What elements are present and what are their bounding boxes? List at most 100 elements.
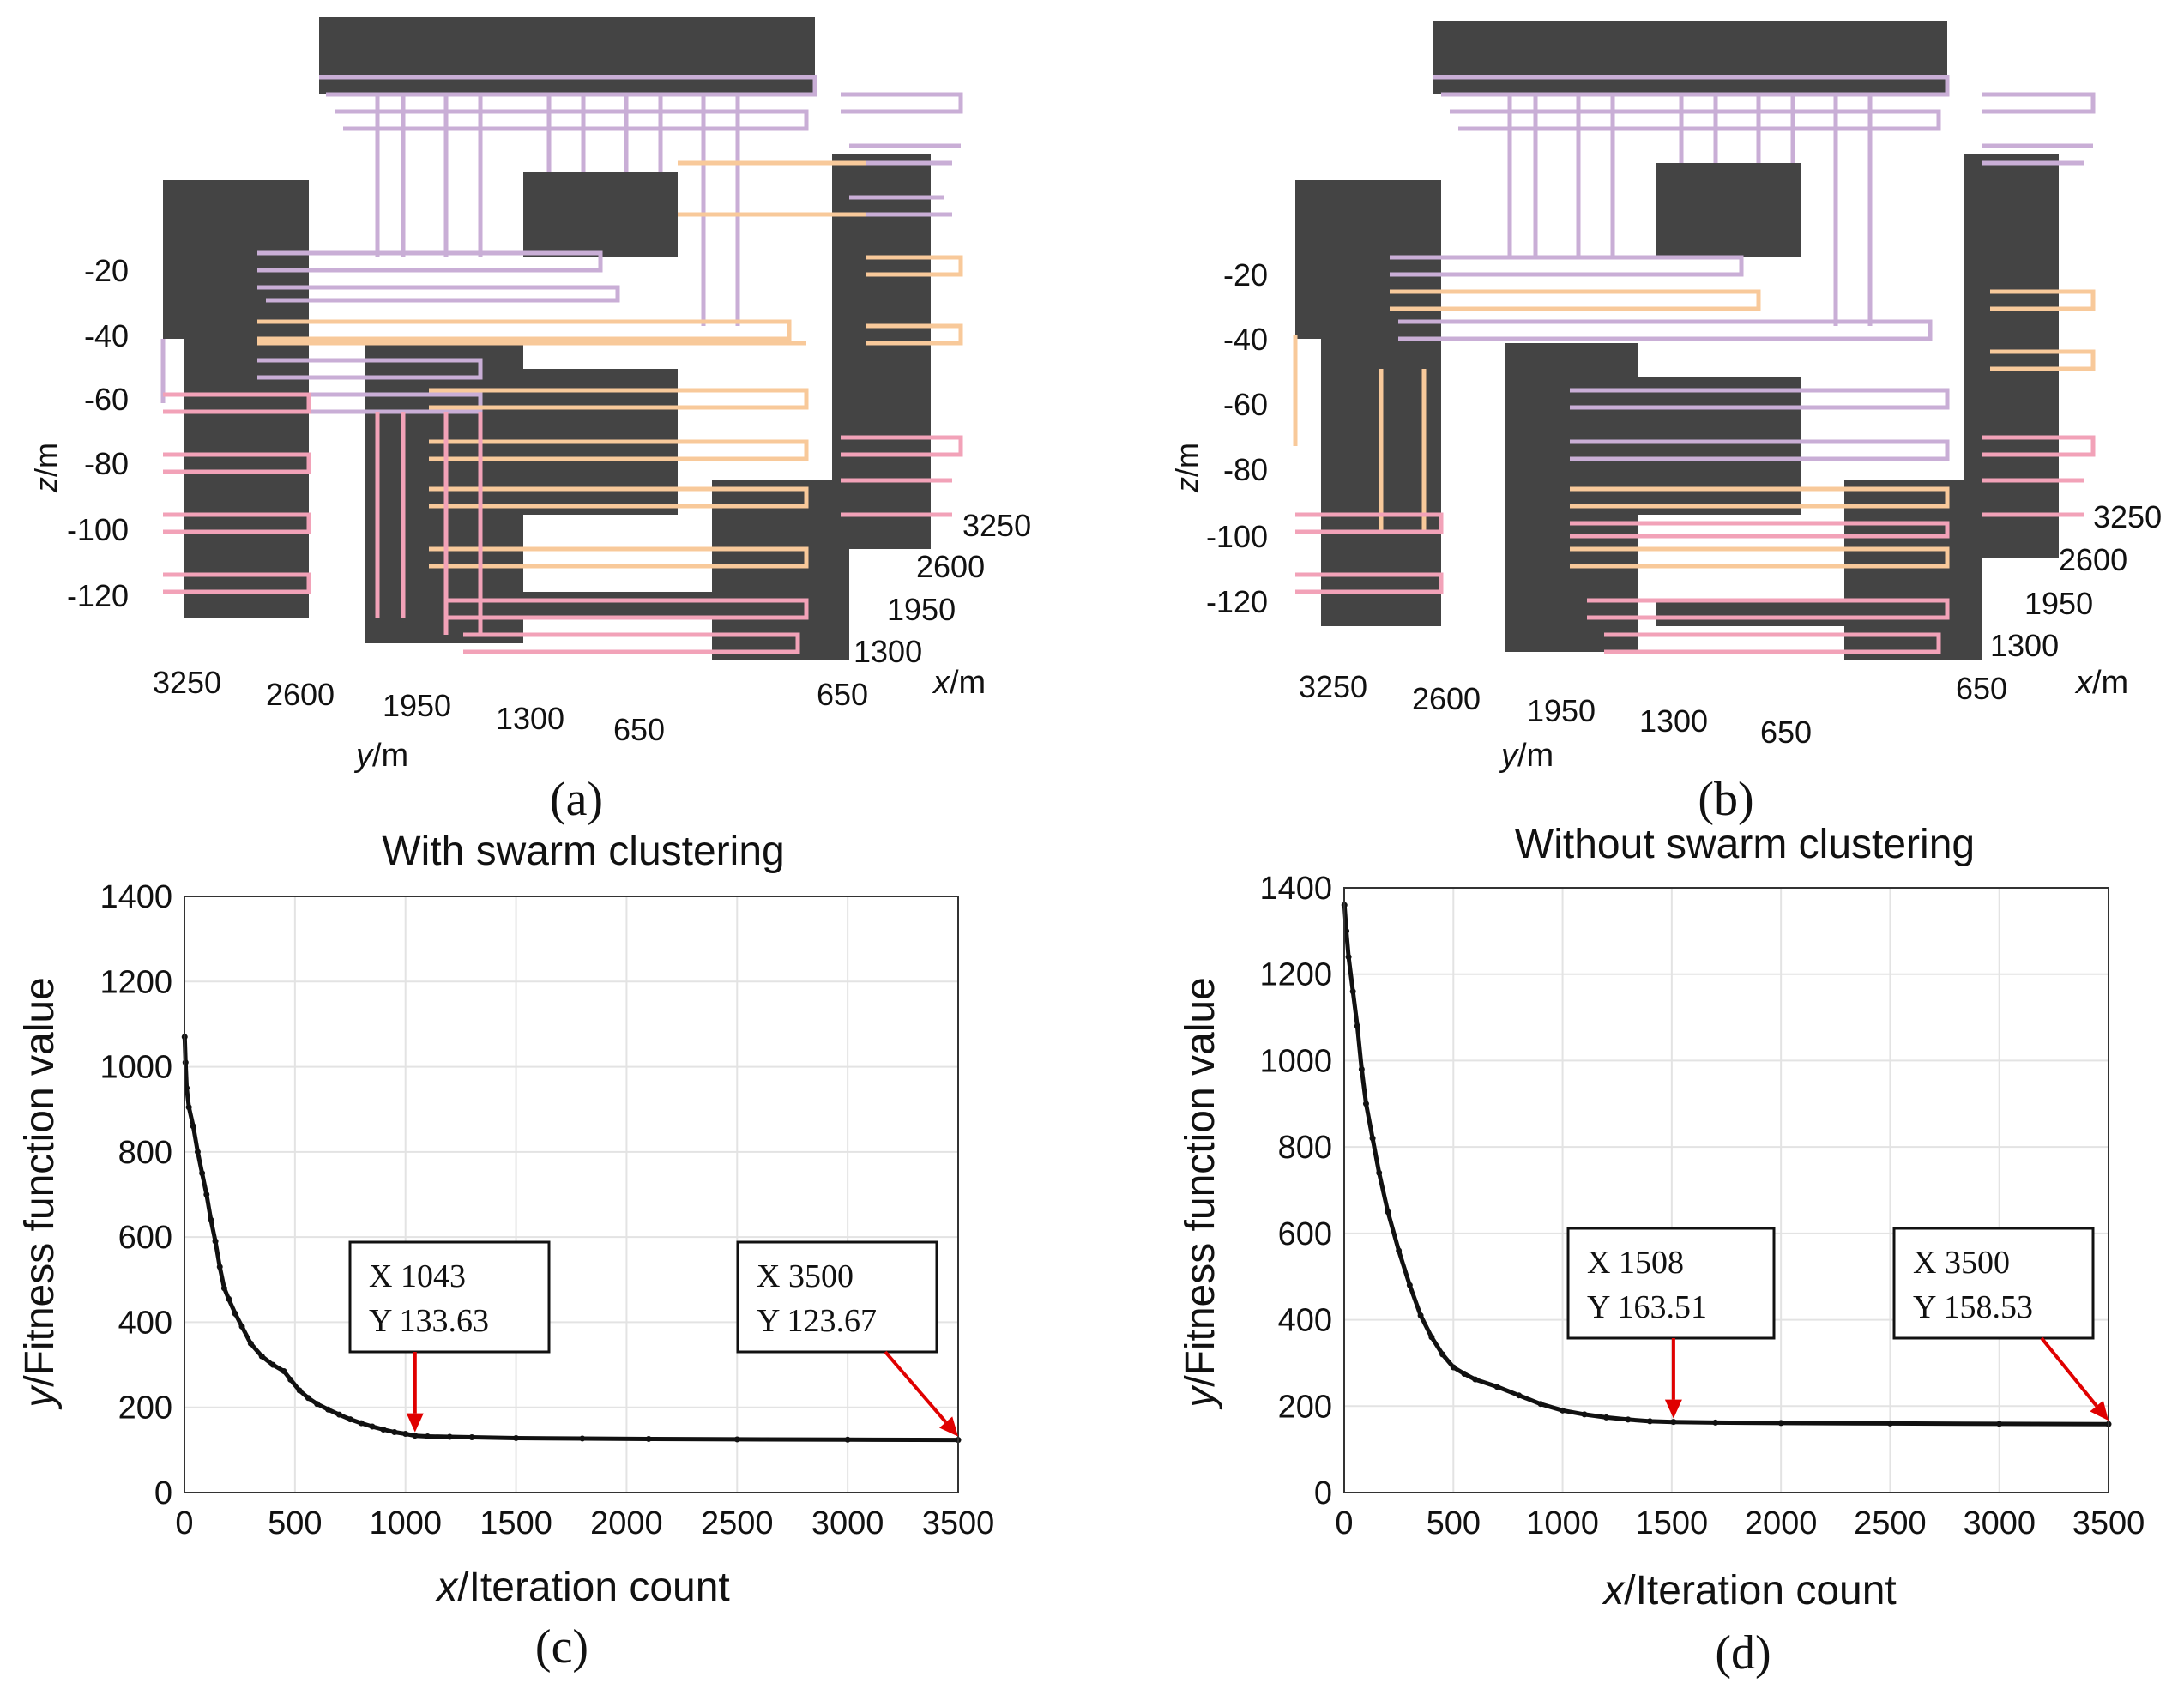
data-point — [1358, 1066, 1365, 1072]
panel-label-c: (c) — [535, 1620, 588, 1674]
data-point — [468, 1433, 475, 1440]
obstacle-block-left-lower — [184, 339, 309, 618]
data-point — [296, 1387, 303, 1394]
obstacle-block-center-left — [1505, 343, 1638, 652]
z-tick: -120 — [67, 578, 129, 613]
y-tick: 3250 — [153, 665, 221, 700]
data-point — [844, 1436, 851, 1443]
obstacle-block-left-tower — [163, 180, 309, 339]
data-point — [1450, 1364, 1457, 1371]
data-point — [208, 1216, 214, 1223]
y-tick-label: 1000 — [1259, 1043, 1332, 1079]
y-tick-label: 400 — [1278, 1303, 1332, 1339]
data-point — [1581, 1411, 1588, 1418]
chart-ticks: 0 500 1000 1500 2000 2500 3000 3500 0 200 400 600 80… — [100, 879, 994, 1541]
path-violet-upper — [1390, 75, 2096, 461]
path-violet-verticals — [160, 94, 740, 414]
data-point — [424, 1433, 431, 1439]
data-point — [1886, 1420, 1893, 1427]
z-axis-label: z/m — [1169, 443, 1204, 493]
chart-ylabel: y/Fitness function value — [17, 977, 63, 1410]
data-point — [1349, 988, 1356, 995]
data-point — [1406, 1282, 1413, 1288]
z-tick: -60 — [84, 382, 129, 417]
axis-x-ticks: 3250 2600 1950 1300 650 — [817, 508, 1031, 712]
axis-z-ticks: -20 -40 -60 -80 -100 -120 — [1206, 257, 1268, 619]
datatip-x: X 3500 — [757, 1258, 854, 1294]
x-tick-label: 2000 — [1745, 1505, 1818, 1541]
y-axis-label: y/m — [1499, 738, 1554, 774]
data-point — [1625, 1416, 1632, 1423]
data-point — [1646, 1418, 1653, 1425]
y-tick-label: 1000 — [100, 1050, 172, 1086]
z-tick: -100 — [1206, 519, 1268, 554]
z-tick: -20 — [84, 253, 129, 288]
y-tick: 1300 — [1639, 703, 1708, 739]
data-point — [185, 1104, 192, 1111]
datatip: X 3500 Y 158.53 — [1892, 1227, 2109, 1421]
chart-ylabel: y/Fitness function value — [1178, 977, 1223, 1410]
y-tick-label: 1200 — [100, 964, 172, 1000]
obstacle-block-front-right — [523, 592, 712, 618]
data-point — [412, 1433, 419, 1439]
data-point — [446, 1433, 453, 1440]
plot-frame — [184, 896, 959, 1493]
z-tick: -120 — [1206, 584, 1268, 619]
fitness-curve — [1342, 904, 2109, 1427]
data-point — [358, 1420, 365, 1427]
x-tick: 1300 — [854, 634, 922, 669]
datatip-box — [1892, 1227, 2095, 1340]
datatip-x: X 3500 — [1913, 1245, 2010, 1281]
y-tick-label: 600 — [118, 1220, 172, 1256]
data-point — [1472, 1376, 1479, 1383]
y-tick-label: 1200 — [1259, 957, 1332, 993]
axis-y-ticks: 3250 2600 1950 1300 650 — [153, 665, 665, 747]
data-point — [314, 1401, 321, 1408]
arrow-head — [406, 1413, 424, 1433]
obstacle-block-center-top — [523, 172, 678, 257]
y-tick: 1300 — [496, 701, 564, 736]
data-point — [1385, 1209, 1391, 1215]
y-tick: 650 — [613, 712, 665, 747]
y-tick-label: 400 — [118, 1305, 172, 1341]
data-point — [1560, 1407, 1566, 1414]
data-point — [1712, 1419, 1719, 1426]
data-point — [645, 1435, 652, 1442]
arrow-head — [1664, 1399, 1682, 1419]
datatip-box — [736, 1240, 938, 1354]
datatip-x: X 1043 — [369, 1258, 466, 1294]
x-tick: 3250 — [2093, 499, 2162, 534]
datatip-box — [1566, 1227, 1776, 1340]
x-tick-label: 1500 — [1636, 1505, 1709, 1541]
plot-frame — [1343, 887, 2109, 1493]
x-tick-label: 3000 — [1963, 1505, 2036, 1541]
data-point — [216, 1264, 223, 1270]
path-pink-lower — [1295, 435, 2096, 654]
chart-title: Without swarm clustering — [1515, 822, 1975, 867]
data-point — [203, 1191, 210, 1197]
x-tick-label: 2000 — [590, 1505, 663, 1541]
path-violet-upper — [257, 75, 963, 303]
data-point — [369, 1423, 376, 1430]
axis-z-ticks: -20 -40 -60 -80 -100 -120 — [67, 253, 129, 613]
obstacle-block-left-tower — [1295, 180, 1441, 339]
fitness-curve — [182, 1036, 959, 1443]
x-tick: 1950 — [887, 592, 956, 627]
y-tick: 1950 — [383, 688, 451, 723]
arrow-shaft — [2040, 1336, 2098, 1408]
datatip-y: Y 158.53 — [1913, 1289, 2033, 1325]
chart-xlabel: x/Iteration count — [1602, 1568, 1897, 1614]
panel-b-3d-view: -20 -40 -60 -80 -100 -120 z/m 3250 2600 … — [1169, 21, 2162, 826]
x-tick: 2600 — [916, 549, 985, 584]
obstacle-block-front-right — [1656, 600, 1844, 626]
data-point — [1996, 1421, 2003, 1427]
path-violet-verticals — [1507, 94, 1873, 326]
path-network — [160, 75, 963, 654]
data-point — [220, 1285, 227, 1292]
z-tick: -80 — [84, 446, 129, 481]
x-tick-label: 1500 — [480, 1505, 552, 1541]
x-axis-label: x/m — [932, 665, 986, 701]
obstacle-block-right-tower — [1964, 154, 2059, 558]
x-tick-label: 2500 — [701, 1505, 774, 1541]
x-tick: 650 — [817, 677, 868, 712]
